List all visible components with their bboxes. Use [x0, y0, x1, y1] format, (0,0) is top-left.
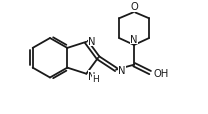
Text: O: O [130, 2, 138, 12]
Text: H: H [92, 75, 99, 83]
Text: N: N [88, 71, 96, 81]
Text: N: N [130, 35, 138, 45]
Text: N: N [88, 36, 96, 46]
Text: OH: OH [153, 68, 168, 78]
Text: N: N [118, 65, 126, 75]
